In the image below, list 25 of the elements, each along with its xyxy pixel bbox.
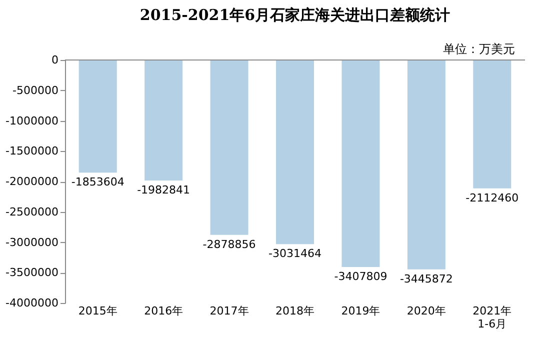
- y-tick-label: -1000000: [6, 114, 58, 128]
- x-tick-label: 2015年: [78, 304, 118, 318]
- y-tick-label: -3500000: [6, 266, 58, 280]
- y-tick-label: -500000: [12, 84, 58, 97]
- y-tick-label: -4000000: [6, 296, 58, 310]
- x-tick-label: 2020年: [406, 304, 446, 318]
- data-label: -1982841: [137, 183, 190, 196]
- data-label: -3407809: [334, 270, 388, 284]
- y-tick-label: -2000000: [6, 175, 58, 188]
- y-tick-label: 0: [52, 54, 58, 66]
- data-label: -2112460: [466, 191, 519, 204]
- x-tick-label: 2018年: [276, 304, 314, 318]
- y-tick-label: -2500000: [6, 205, 58, 218]
- data-label: -1853604: [71, 176, 124, 189]
- x-tick-label: 2016年: [144, 304, 184, 318]
- data-label: -3031464: [268, 247, 322, 260]
- x-tick-label: 2021年 1-6月: [472, 304, 512, 330]
- x-tick-label: 2017年: [210, 304, 249, 318]
- chart-title: 2015-2021年6月石家庄海关进出口差额统计: [140, 6, 450, 24]
- y-tick-label: -1500000: [6, 144, 58, 158]
- data-label: -3445872: [400, 272, 453, 286]
- y-tick-label: -3000000: [6, 236, 58, 249]
- data-label: -2878856: [202, 238, 256, 251]
- x-tick-label: 2019年: [341, 304, 380, 318]
- text: 单位：万美元: [443, 42, 515, 56]
